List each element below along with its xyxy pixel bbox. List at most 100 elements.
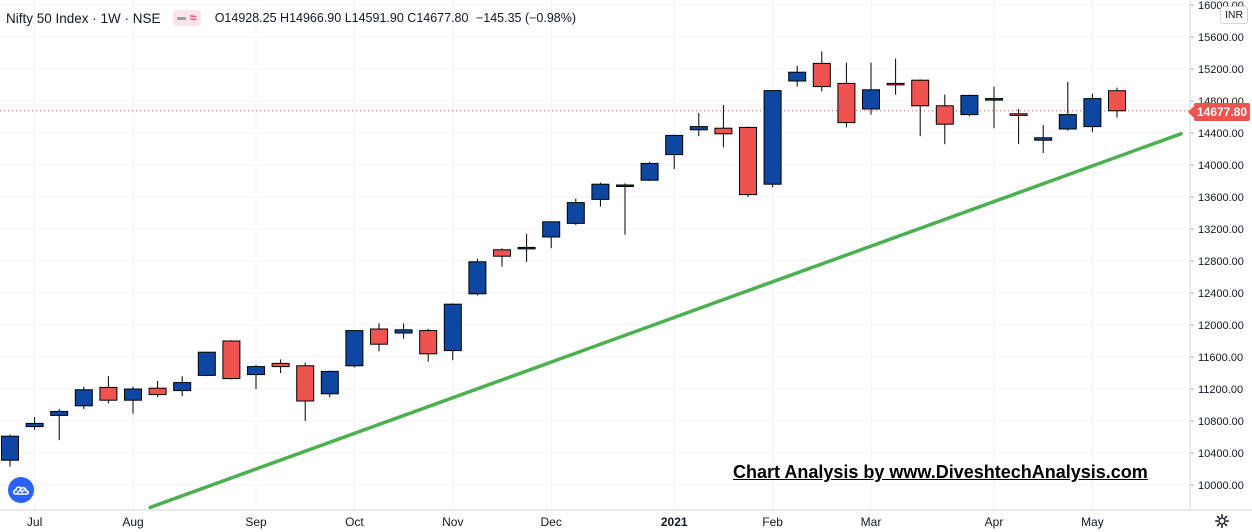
price-tick-label: 14000.00	[1198, 160, 1244, 172]
high-value: 14966.90	[289, 11, 342, 25]
candle-body	[394, 329, 413, 334]
candle	[25, 417, 44, 430]
close-value: 14677.80	[416, 11, 469, 25]
candle	[419, 329, 438, 362]
tradingview-cloud-icon[interactable]	[8, 477, 34, 503]
time-axis[interactable]: Jul Aug Sep Oct Nov Dec 2021 Feb Mar Apr May	[27, 515, 1104, 529]
minus-icon	[176, 16, 186, 20]
candle-body	[566, 202, 585, 224]
currency-button[interactable]: INR	[1220, 6, 1248, 24]
candle-body	[689, 126, 708, 131]
candle	[74, 386, 93, 409]
candle-body	[542, 221, 561, 238]
indicator-badge[interactable]: ≈	[172, 10, 201, 26]
change-value: −145.35 (−0.98%)	[475, 11, 577, 25]
candle	[566, 198, 585, 225]
time-tick-label: Sep	[245, 515, 267, 529]
candle-body	[911, 79, 930, 107]
candle	[911, 79, 930, 137]
candle	[197, 351, 216, 377]
price-tick-label: 12400.00	[1198, 288, 1244, 300]
candle	[640, 161, 659, 181]
time-tick-label: 2021	[661, 515, 688, 529]
candle-body	[935, 105, 954, 125]
candle-body	[960, 94, 979, 116]
support-trendline[interactable]	[148, 132, 1183, 510]
candle	[1058, 81, 1077, 131]
candle	[886, 58, 905, 95]
candle	[1083, 93, 1102, 133]
price-tick-label: 10800.00	[1198, 416, 1244, 428]
candle	[689, 113, 708, 137]
candle	[960, 94, 979, 117]
candle	[862, 62, 880, 115]
candle-body	[517, 246, 536, 250]
candle	[468, 258, 487, 296]
candle	[985, 86, 1003, 129]
high-label: H	[280, 11, 290, 25]
time-tick-label: Mar	[861, 515, 882, 529]
candle-body	[222, 340, 241, 380]
candle-body	[616, 184, 634, 187]
price-tick-label: 11200.00	[1198, 384, 1243, 396]
candle-body	[124, 388, 142, 401]
candle	[345, 330, 364, 368]
time-tick-label: Jul	[27, 515, 42, 529]
candles	[1, 51, 1126, 467]
candle	[739, 126, 757, 197]
candle	[935, 94, 954, 145]
candle-body	[25, 422, 44, 428]
price-tick-label: 15200.00	[1198, 64, 1244, 76]
candle-body	[591, 183, 610, 200]
candle	[763, 90, 782, 188]
candle	[616, 183, 634, 235]
candle	[1, 434, 19, 467]
candle	[665, 134, 684, 169]
last-price-label: 14677.80	[1188, 103, 1250, 121]
gear-icon[interactable]	[1215, 514, 1229, 528]
candle	[370, 323, 388, 352]
candle-body	[985, 98, 1003, 101]
candle-body	[419, 330, 438, 355]
time-tick-label: Oct	[345, 515, 364, 529]
price-tick-label: 10000.00	[1198, 480, 1244, 492]
low-label: L	[344, 11, 352, 25]
close-label: C	[407, 11, 417, 25]
candle-body	[1083, 98, 1102, 128]
candle	[271, 359, 290, 373]
candle-body	[320, 370, 339, 395]
candle-body	[788, 71, 807, 82]
symbol-title[interactable]: Nifty 50 Index · 1W · NSE	[6, 10, 161, 26]
candle	[1034, 125, 1053, 153]
time-tick-label: Apr	[985, 515, 1004, 529]
candle-body	[74, 389, 93, 407]
open-label: O	[214, 11, 225, 25]
chart-header: Nifty 50 Index · 1W · NSE ≈ O14928.25 H1…	[6, 9, 576, 27]
low-value: 14591.90	[351, 11, 404, 25]
price-tick-label: 10400.00	[1198, 448, 1244, 460]
candle	[296, 362, 315, 421]
time-tick-label: Dec	[541, 515, 562, 529]
open-value: 14928.25	[224, 11, 277, 25]
candle-body	[640, 162, 659, 181]
price-tick-label: 14400.00	[1198, 128, 1244, 140]
wave-icon: ≈	[189, 10, 197, 25]
candle	[788, 65, 807, 87]
candle-body	[763, 90, 782, 185]
price-tick-label: 11600.00	[1198, 352, 1243, 364]
time-tick-label: May	[1081, 515, 1104, 529]
candle-body	[197, 351, 216, 376]
candle	[124, 386, 142, 414]
time-tick-label: Feb	[762, 515, 783, 529]
candle	[148, 381, 167, 397]
candle-body	[665, 134, 684, 156]
price-axis[interactable]: 10000.00 10400.00 10800.00 11200.00 11600.00…	[1190, 0, 1244, 492]
candle	[173, 376, 192, 397]
candle-body	[271, 362, 290, 368]
candle	[443, 303, 462, 361]
candle-body	[296, 365, 315, 402]
price-tick-label: 12800.00	[1198, 256, 1244, 268]
candle-body	[345, 330, 364, 367]
time-tick-label: Nov	[442, 515, 463, 529]
